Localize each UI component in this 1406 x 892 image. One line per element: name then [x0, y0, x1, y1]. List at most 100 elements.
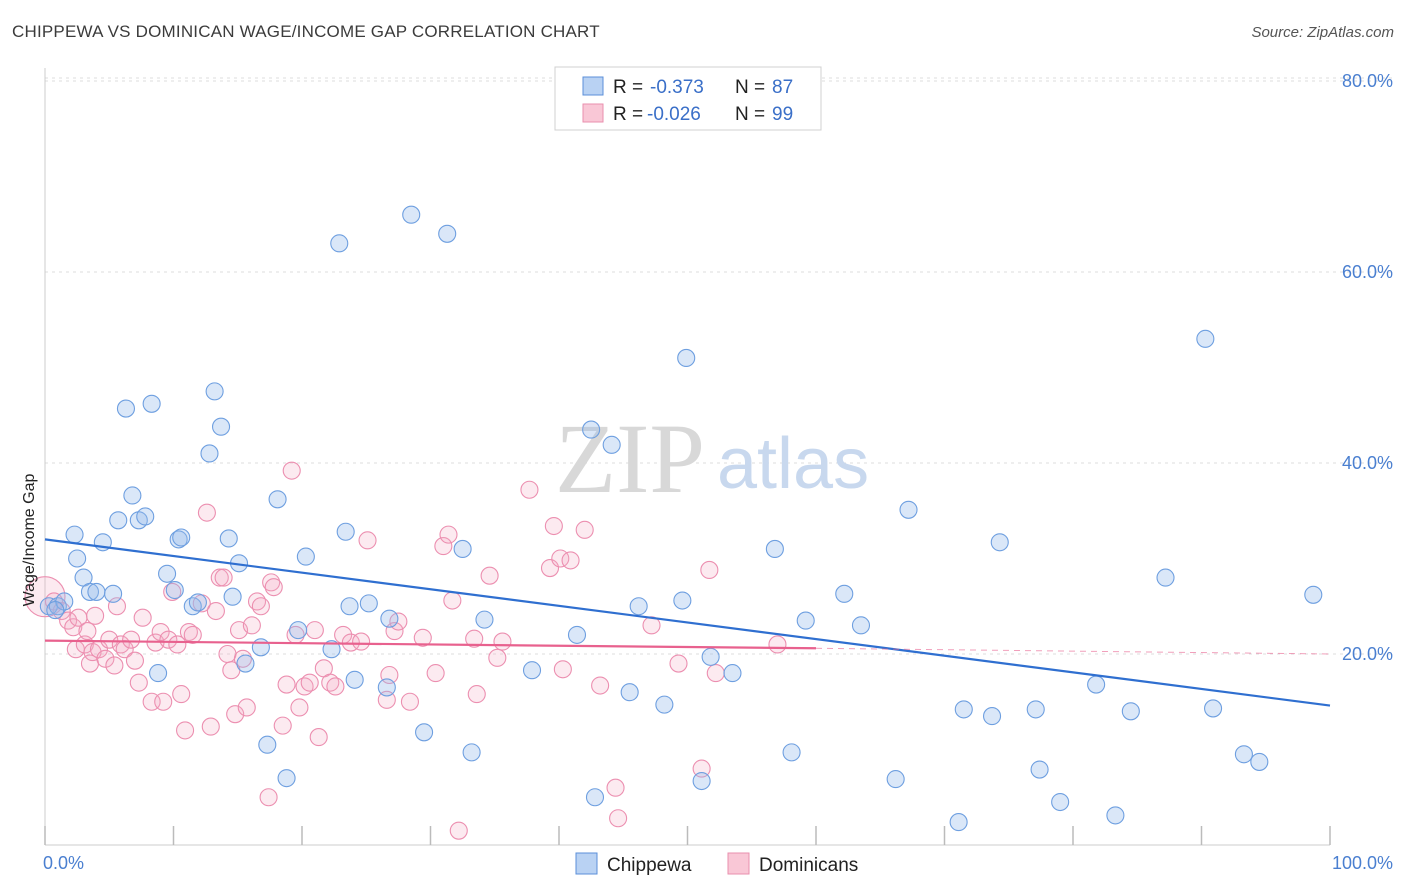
dominican-point	[96, 649, 115, 668]
chippewa-point	[172, 528, 191, 547]
source-credit: Source: ZipAtlas.com	[1251, 24, 1394, 41]
dominican-point	[273, 716, 292, 735]
legend-r-label-2: R =	[613, 104, 643, 125]
series-legend: Chippewa Dominicans	[575, 852, 858, 876]
chippewa-point	[1106, 806, 1125, 825]
chippewa-point	[149, 664, 168, 683]
chippewa-point	[415, 723, 434, 742]
dominican-point	[488, 648, 507, 667]
chippewa-point	[158, 564, 177, 583]
dominican-point	[86, 606, 105, 625]
chippewa-point	[223, 587, 242, 606]
dominican-point	[413, 628, 432, 647]
chippewa-point	[765, 539, 784, 559]
dominican-point	[465, 629, 484, 648]
x-tick-label: 100.0%	[1332, 853, 1393, 873]
chippewa-point	[251, 638, 270, 657]
chippewa-point	[677, 348, 696, 368]
legend-r-label-1: R =	[613, 77, 643, 98]
dominican-point	[706, 664, 725, 683]
dominican-point	[226, 705, 245, 724]
dominican-point	[125, 651, 144, 670]
dominican-point	[154, 692, 173, 711]
dominican-point	[358, 531, 377, 550]
y-tick-label: 20.0%	[1342, 644, 1393, 664]
chippewa-point	[200, 444, 219, 463]
y-tick-label: 80.0%	[1342, 71, 1393, 91]
chippewa-point	[65, 525, 84, 544]
dominican-point	[214, 568, 233, 587]
dominican-point	[210, 568, 229, 587]
chippewa-point	[655, 695, 674, 714]
dominican-point	[669, 654, 688, 673]
chippewa-point	[567, 625, 587, 644]
chippewa-point	[886, 770, 905, 789]
chippewa-point	[438, 224, 457, 243]
y-tick-label: 60.0%	[1342, 262, 1393, 282]
chippewa-point	[629, 597, 648, 616]
chippewa-point	[954, 700, 973, 719]
dominican-point	[133, 608, 152, 627]
chippewa-point	[330, 234, 349, 253]
dominican-point	[78, 622, 97, 641]
legend-n-label-2: N =	[735, 104, 765, 125]
dominican-point	[105, 656, 124, 675]
chippewa-point	[1087, 675, 1106, 694]
chippewa-point	[1234, 745, 1253, 764]
dominican-point	[290, 698, 309, 717]
trend-lines	[44, 538, 1331, 707]
dominican-point	[561, 551, 580, 570]
y-tick-label: 40.0%	[1342, 453, 1393, 473]
chippewa-point	[258, 735, 277, 754]
chippewa-point	[522, 661, 542, 680]
chippewa-point	[80, 582, 100, 601]
chippewa-point	[1051, 792, 1070, 812]
chippewa-point	[340, 597, 359, 616]
bottom-legend-swatch-dominicans	[727, 852, 750, 875]
chippewa-point	[277, 769, 296, 788]
dominican-point	[700, 560, 719, 580]
dominican-point	[151, 622, 170, 642]
chippewa-point	[296, 547, 315, 566]
watermark: ZIP atlas	[555, 403, 869, 514]
chippewa-point	[236, 654, 255, 673]
dominican-point	[439, 525, 458, 544]
dominican-point	[183, 625, 202, 644]
dominican-trend-line	[44, 639, 817, 650]
chippewa-point	[585, 788, 605, 807]
dominican-point	[201, 717, 220, 736]
x-tick-labels: 0.0% 100.0%	[43, 853, 1393, 873]
legend-n-value-1: 87	[772, 77, 793, 98]
correlation-legend: R = -0.373 N = 87 R = -0.026 N = 99	[554, 66, 822, 131]
dominican-point	[176, 721, 195, 740]
dominican-point	[768, 635, 787, 654]
chippewa-point	[359, 594, 378, 613]
dominican-point	[575, 520, 594, 539]
dominican-point	[480, 566, 499, 585]
chippewa-point	[377, 678, 396, 697]
dominican-point	[122, 630, 141, 649]
chippewa-point	[123, 486, 142, 505]
dominican-point	[493, 632, 512, 651]
chippewa-point	[990, 533, 1009, 552]
dominican-point	[309, 728, 328, 747]
chippewa-point	[109, 511, 128, 530]
dominican-point	[237, 698, 256, 717]
bottom-legend-swatch-chippewa	[575, 852, 598, 875]
dominican-point	[172, 685, 191, 704]
dominican-point	[277, 675, 296, 694]
dominican-point	[449, 821, 468, 840]
legend-n-value-2: 99	[772, 104, 793, 125]
chippewa-point	[188, 593, 207, 612]
dominican-point	[264, 578, 283, 597]
chippewa-point	[1121, 702, 1140, 721]
chippewa-point	[345, 670, 364, 689]
legend-r-value-2: -0.026	[647, 104, 701, 125]
chippewa-point	[142, 394, 161, 413]
chippewa-point	[701, 647, 720, 666]
dominican-point	[606, 778, 625, 797]
legend-r-value-1: -0.373	[650, 77, 704, 98]
chippewa-points	[39, 205, 1323, 832]
chippewa-point	[402, 205, 421, 224]
watermark-atlas: atlas	[717, 424, 869, 504]
